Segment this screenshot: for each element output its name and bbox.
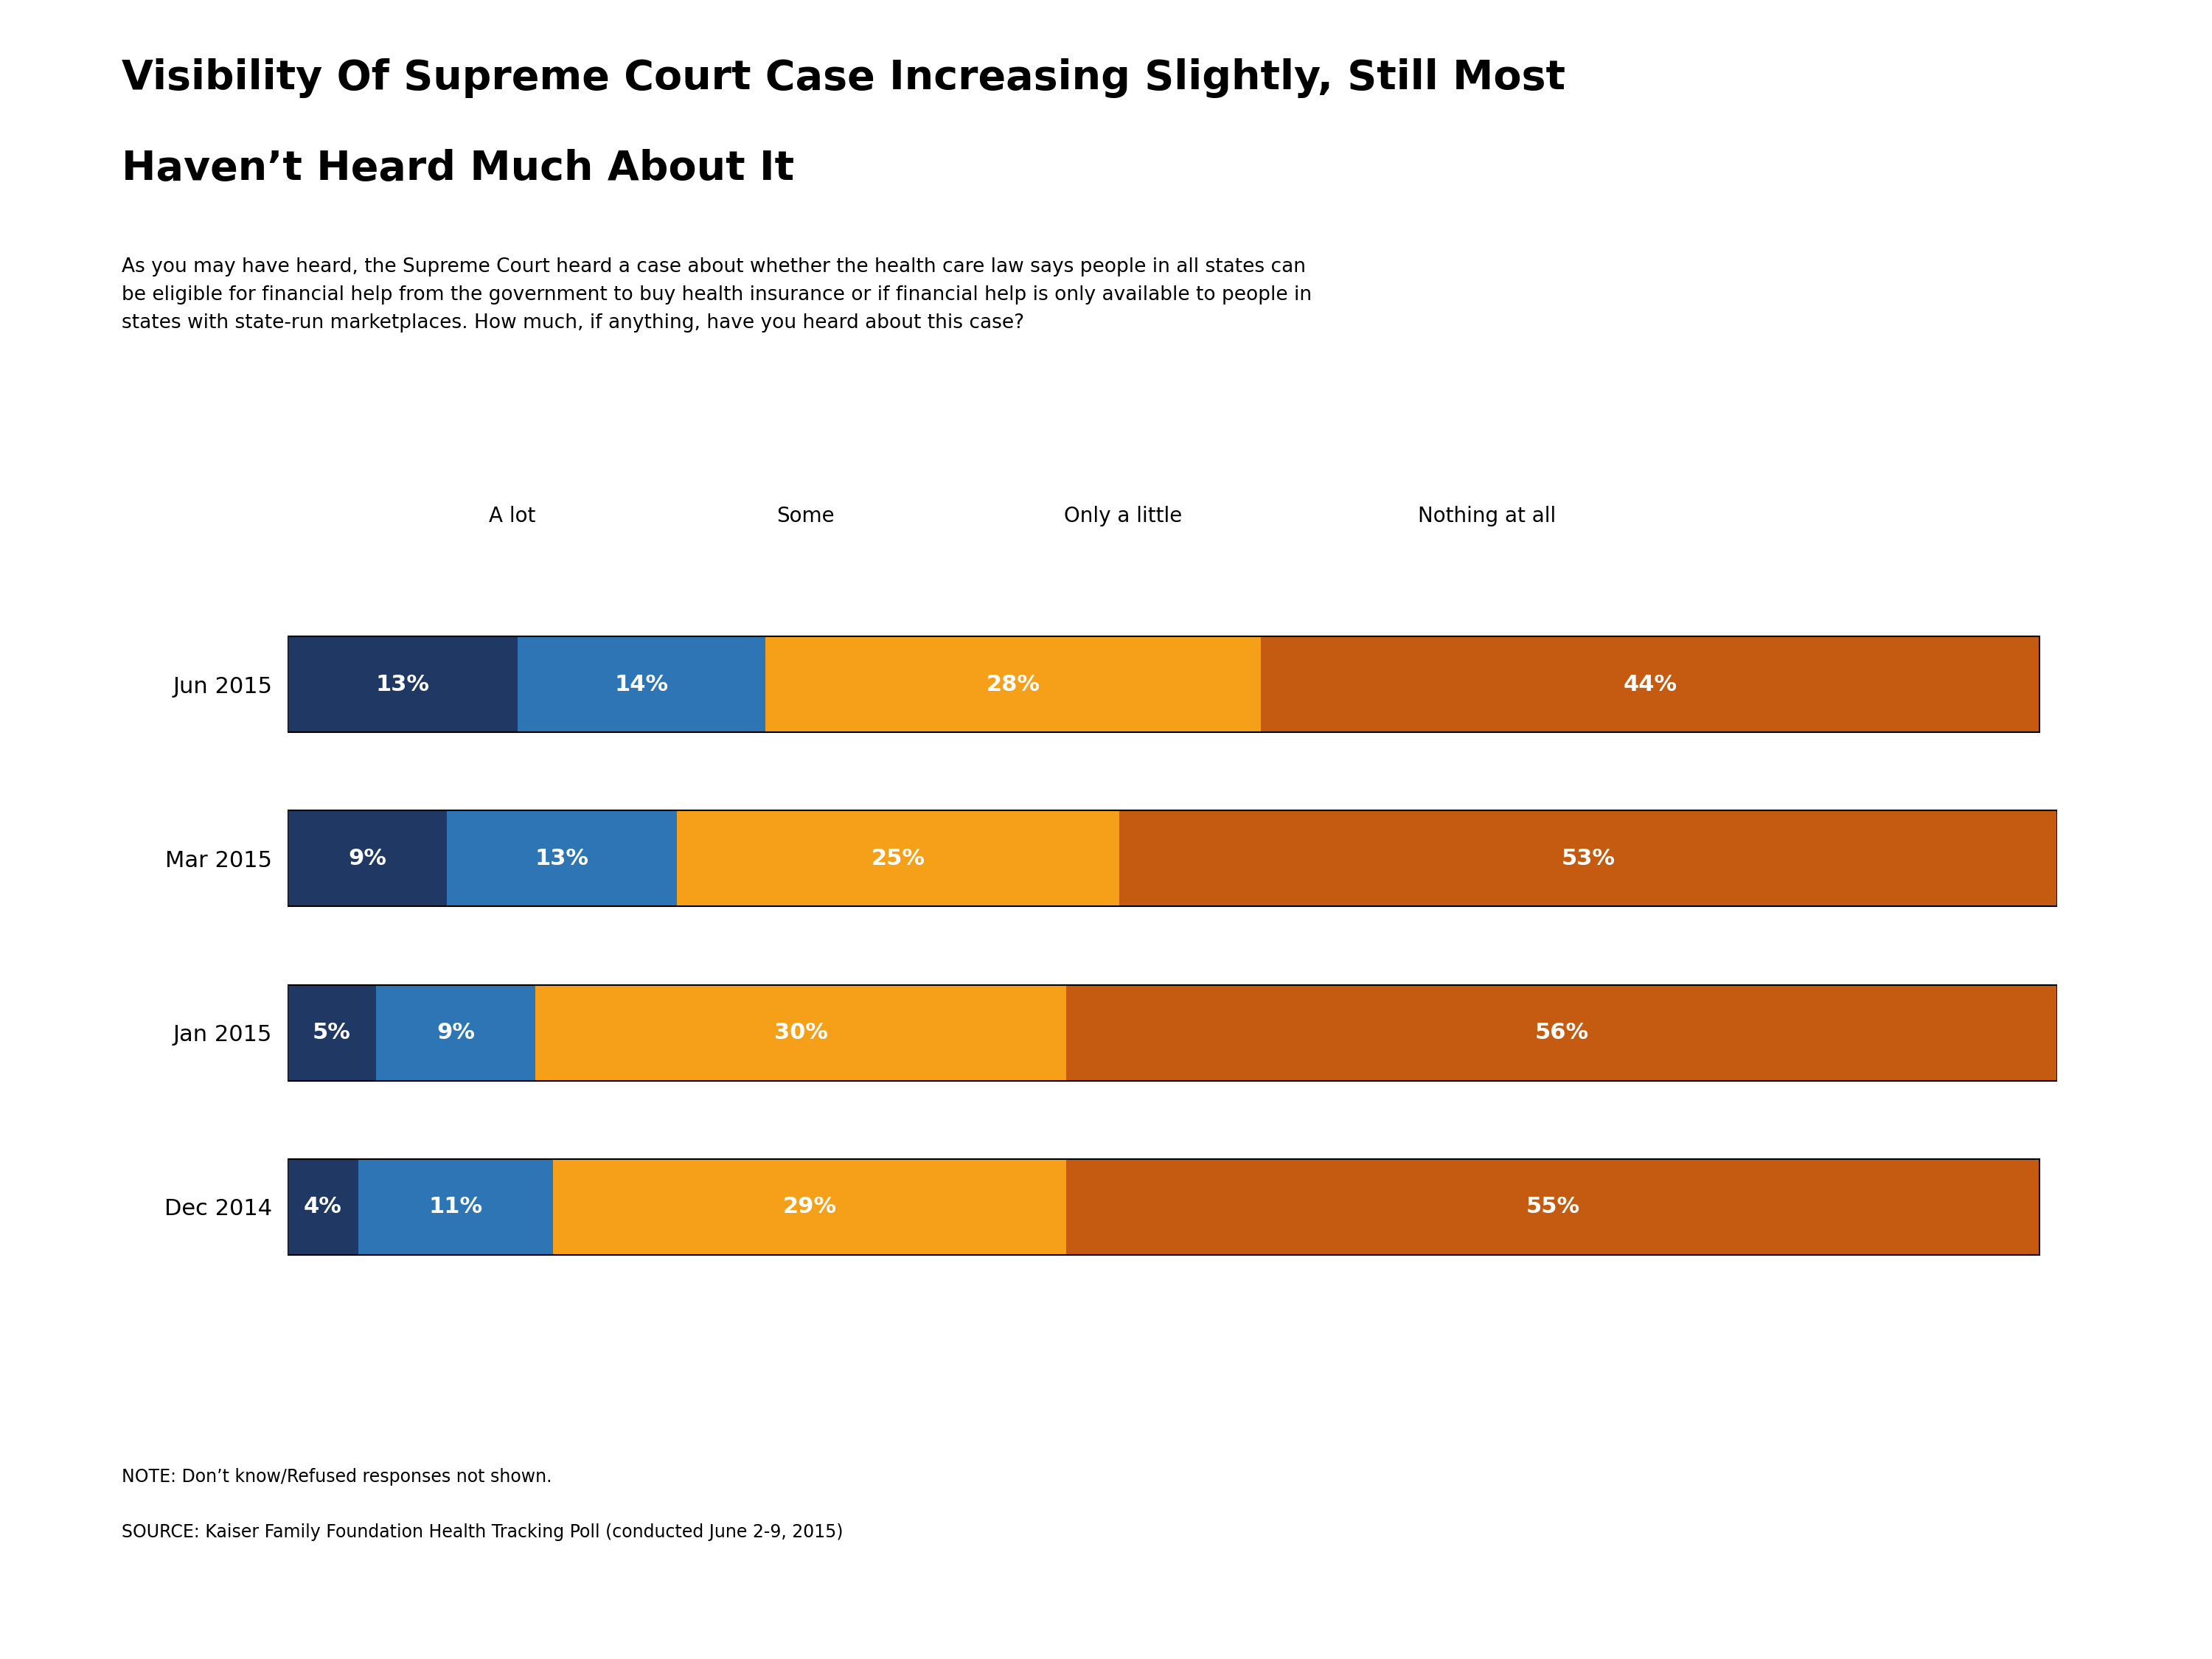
Bar: [1261, 637, 2039, 732]
Text: 25%: 25%: [872, 848, 925, 869]
Text: 28%: 28%: [987, 674, 1040, 695]
Text: 4%: 4%: [303, 1196, 343, 1218]
Text: 55%: 55%: [1526, 1196, 1579, 1218]
Text: 56%: 56%: [1535, 1022, 1588, 1044]
Text: 5%: 5%: [312, 1022, 352, 1044]
Text: FAMILY: FAMILY: [1969, 1526, 2046, 1545]
Bar: [518, 637, 765, 732]
Bar: [288, 1160, 2039, 1254]
Bar: [1066, 1160, 2039, 1254]
Bar: [677, 811, 1119, 906]
Text: A lot: A lot: [489, 506, 535, 526]
Text: THE HENRY J.: THE HENRY J.: [1978, 1448, 2037, 1457]
Text: 53%: 53%: [1562, 848, 1615, 869]
Bar: [535, 985, 1066, 1080]
Text: As you may have heard, the Supreme Court heard a case about whether the health c: As you may have heard, the Supreme Court…: [122, 257, 1312, 332]
Bar: [553, 1160, 1066, 1254]
Text: 13%: 13%: [376, 674, 429, 695]
Bar: [1066, 985, 2057, 1080]
Text: Only a little: Only a little: [1064, 506, 1181, 526]
Text: KAISER: KAISER: [1969, 1491, 2046, 1511]
Text: Visibility Of Supreme Court Case Increasing Slightly, Still Most: Visibility Of Supreme Court Case Increas…: [122, 58, 1566, 98]
Text: SOURCE: Kaiser Family Foundation Health Tracking Poll (conducted June 2-9, 2015): SOURCE: Kaiser Family Foundation Health …: [122, 1523, 843, 1541]
Bar: [447, 811, 677, 906]
Bar: [1119, 811, 2057, 906]
Bar: [376, 985, 535, 1080]
Bar: [288, 985, 376, 1080]
Text: 9%: 9%: [436, 1022, 476, 1044]
Bar: [288, 985, 2057, 1080]
Text: FOUNDATION: FOUNDATION: [1978, 1578, 2037, 1588]
Bar: [288, 1160, 358, 1254]
Text: 30%: 30%: [774, 1022, 827, 1044]
Text: NOTE: Don’t know/Refused responses not shown.: NOTE: Don’t know/Refused responses not s…: [122, 1468, 553, 1486]
Text: 14%: 14%: [615, 674, 668, 695]
Text: 44%: 44%: [1624, 674, 1677, 695]
Bar: [288, 811, 447, 906]
Bar: [765, 637, 1261, 732]
Text: Nothing at all: Nothing at all: [1418, 506, 1555, 526]
Bar: [288, 637, 2039, 732]
Text: Some: Some: [776, 506, 834, 526]
Text: 9%: 9%: [347, 848, 387, 869]
Bar: [288, 811, 2057, 906]
Text: 29%: 29%: [783, 1196, 836, 1218]
Bar: [288, 637, 518, 732]
Text: Haven’t Heard Much About It: Haven’t Heard Much About It: [122, 149, 794, 189]
Text: 11%: 11%: [429, 1196, 482, 1218]
Bar: [358, 1160, 553, 1254]
Text: 13%: 13%: [535, 848, 588, 869]
